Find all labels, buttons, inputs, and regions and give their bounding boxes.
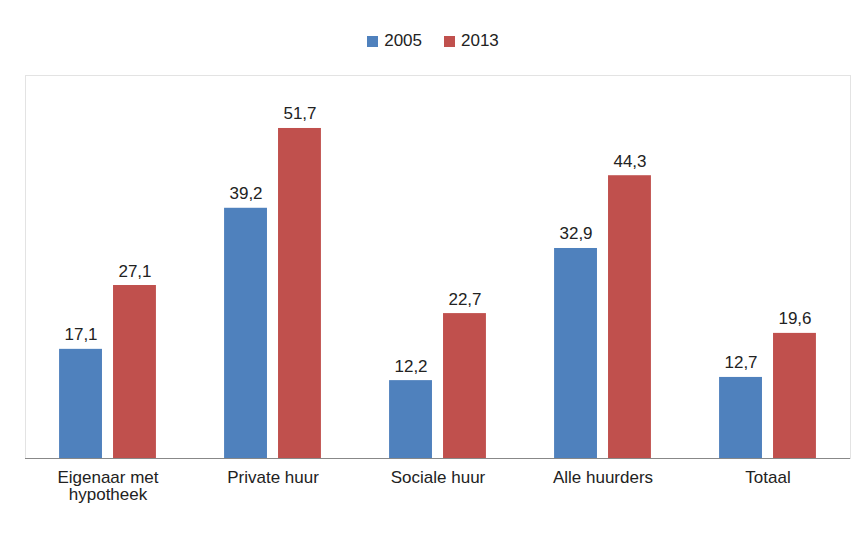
- svg-text:51,7: 51,7: [283, 104, 316, 123]
- svg-text:22,7: 22,7: [448, 290, 481, 309]
- svg-text:27,1: 27,1: [118, 262, 151, 281]
- svg-text:Eigenaar methypotheek: Eigenaar methypotheek: [57, 468, 158, 504]
- svg-text:39,2: 39,2: [229, 184, 262, 203]
- svg-text:Alle huurders: Alle huurders: [553, 468, 653, 487]
- svg-text:Private huur: Private huur: [227, 468, 319, 487]
- svg-text:19,6: 19,6: [778, 309, 811, 328]
- html-text:2013: 2013: [461, 31, 499, 50]
- svg-text:Sociale huur: Sociale huur: [391, 468, 486, 487]
- svg-text:12,7: 12,7: [724, 353, 757, 372]
- svg-text:Totaal: Totaal: [745, 468, 790, 487]
- svg-text:44,3: 44,3: [613, 152, 646, 171]
- svg-text:12,2: 12,2: [394, 357, 427, 376]
- html-text:2005: 2005: [384, 31, 422, 50]
- svg-text:17,1: 17,1: [64, 325, 97, 344]
- svg-text:32,9: 32,9: [559, 224, 592, 243]
